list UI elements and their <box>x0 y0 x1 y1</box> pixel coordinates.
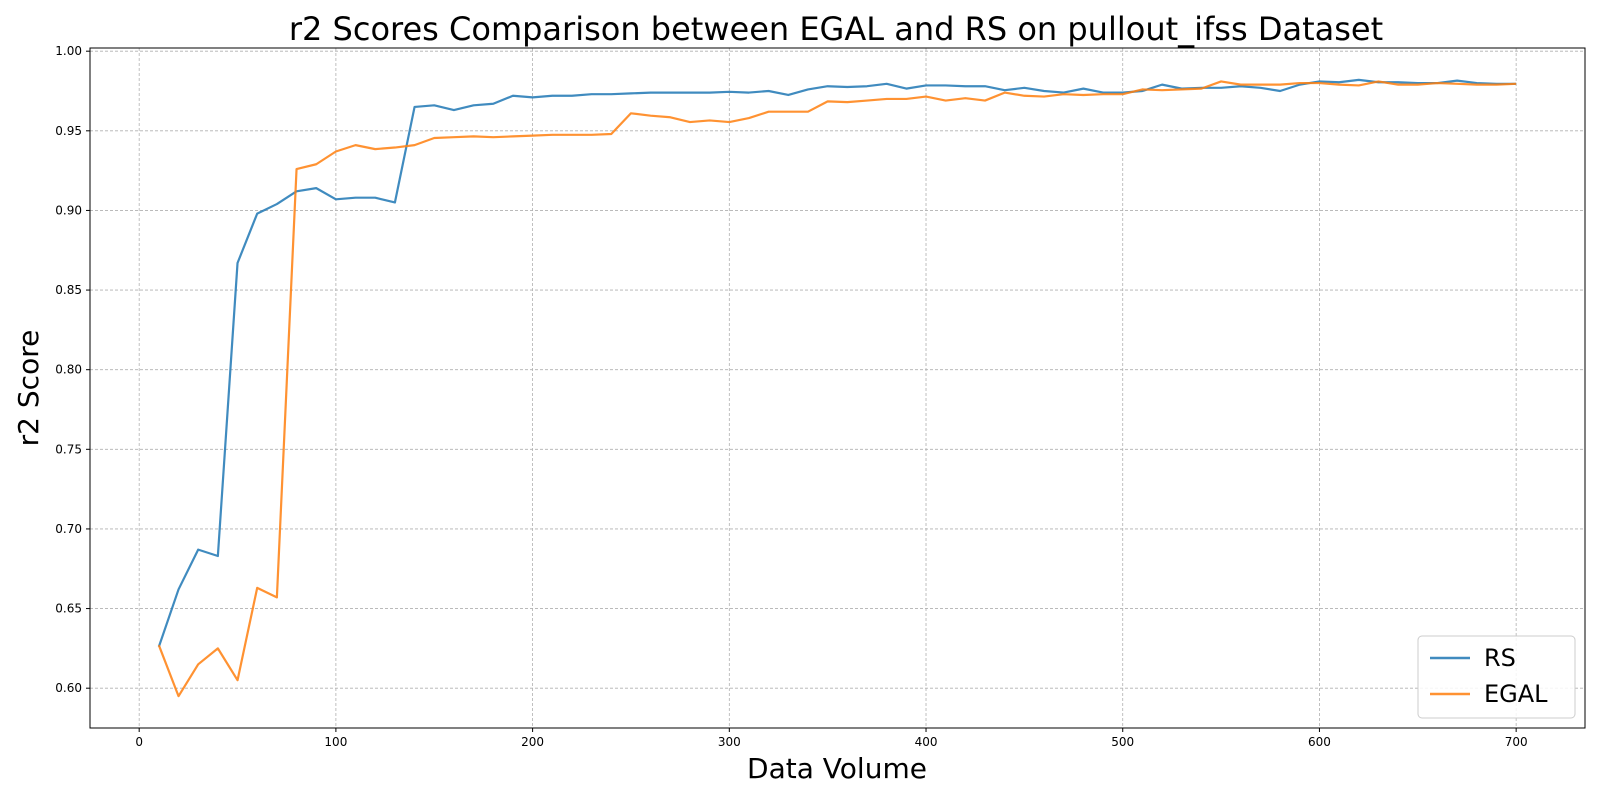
legend-label-egal: EGAL <box>1484 680 1548 708</box>
grid <box>90 48 1585 728</box>
chart-title: r2 Scores Comparison between EGAL and RS… <box>289 10 1383 48</box>
y-tick-label: 0.60 <box>55 681 82 695</box>
y-axis-label: r2 Score <box>12 330 45 447</box>
y-tick-label: 0.75 <box>55 442 82 456</box>
series-line-rs <box>157 78 1517 648</box>
y-tick-label: 0.85 <box>55 283 82 297</box>
y-tick-label: 0.80 <box>55 363 82 377</box>
x-axis-ticks: 0 100 200 300 400 500 600 700 <box>135 728 1528 749</box>
legend: RS EGAL <box>1417 635 1576 719</box>
y-tick-label: 0.65 <box>55 602 82 616</box>
x-tick-label: 700 <box>1505 735 1528 749</box>
x-tick-label: 100 <box>324 735 347 749</box>
series-lines <box>157 78 1517 698</box>
x-tick-label: 600 <box>1308 735 1331 749</box>
x-tick-label: 400 <box>915 735 938 749</box>
x-tick-label: 0 <box>135 735 143 749</box>
y-tick-label: 0.95 <box>55 124 82 138</box>
series-line-egal <box>157 80 1517 698</box>
y-tick-label: 1.00 <box>55 44 82 58</box>
x-tick-label: 500 <box>1111 735 1134 749</box>
x-axis-label: Data Volume <box>747 752 927 785</box>
x-tick-label: 200 <box>521 735 544 749</box>
plot-frame <box>89 47 1586 729</box>
legend-box <box>1417 635 1576 719</box>
legend-label-rs: RS <box>1484 644 1516 672</box>
y-axis-ticks: 0.60 0.65 0.70 0.75 0.80 0.85 0.90 0.95 1.00 <box>55 44 90 695</box>
y-tick-label: 0.70 <box>55 522 82 536</box>
x-tick-label: 300 <box>718 735 741 749</box>
y-tick-label: 0.90 <box>55 203 82 217</box>
